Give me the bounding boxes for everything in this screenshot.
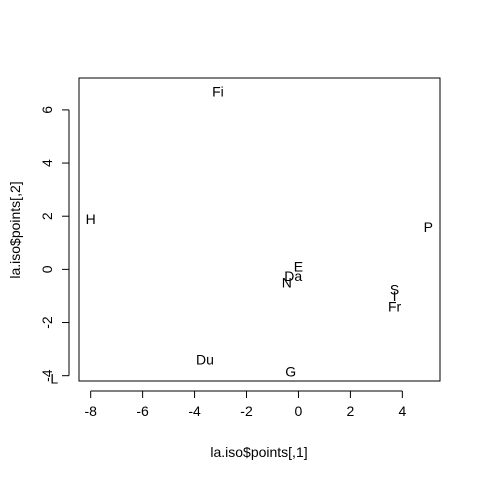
y-tick-label: 6 xyxy=(39,106,55,114)
x-tick-label: 0 xyxy=(295,403,303,419)
x-tick-label: -6 xyxy=(136,403,149,419)
point-label: N xyxy=(282,275,292,291)
y-axis: -4 -2 0 2 4 6 xyxy=(39,106,70,382)
point-label: Fi xyxy=(212,83,224,99)
y-tick-label: 0 xyxy=(39,265,55,273)
x-axis-label: la.iso$points[,1] xyxy=(210,444,307,460)
plot-frame xyxy=(78,77,441,382)
y-tick-label: -2 xyxy=(39,316,55,329)
x-tick-label: -2 xyxy=(240,403,253,419)
point-label: G xyxy=(285,364,296,380)
point-label: P xyxy=(424,219,433,235)
y-tick-label: 2 xyxy=(39,212,55,220)
y-axis-label: la.iso$points[,2] xyxy=(7,181,23,278)
x-tick-label: -8 xyxy=(84,403,97,419)
point-label: Da xyxy=(284,268,302,284)
x-tick-label: 4 xyxy=(398,403,406,419)
point-label: Fr xyxy=(388,299,402,315)
point-label: S xyxy=(390,281,399,297)
y-tick-label: -4 xyxy=(39,369,55,382)
x-axis: -8 -6 -4 -2 0 2 4 xyxy=(84,390,406,419)
point-label: L xyxy=(50,370,58,386)
point-label: H xyxy=(86,211,96,227)
point-label: I xyxy=(393,288,397,304)
x-tick-label: -4 xyxy=(188,403,201,419)
x-tick-label: 2 xyxy=(347,403,355,419)
point-label: E xyxy=(294,259,303,275)
y-tick-label: 4 xyxy=(39,159,55,167)
point-label: Du xyxy=(196,352,214,368)
